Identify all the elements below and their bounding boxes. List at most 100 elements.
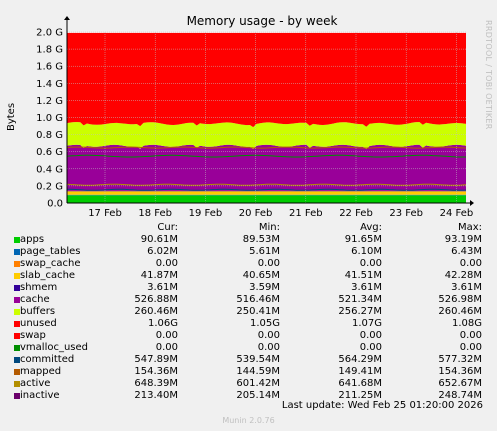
legend-min-value: 250.41M [236, 306, 280, 317]
line-committed [66, 154, 466, 158]
legend-swatch [14, 381, 20, 387]
legend-row-mapped: mapped 154.36M 144.59M 149.41M 154.36M [0, 366, 497, 378]
legend-max-value: 526.98M [438, 294, 482, 305]
legend-max-value: 6.43M [451, 246, 482, 257]
area-buffers [67, 122, 466, 150]
y-tick-label: 1.2 G [36, 96, 63, 107]
legend-avg-value: 211.25M [338, 390, 382, 401]
x-tick-label: 18 Feb [138, 208, 172, 219]
legend-min-value: 3.59M [249, 282, 280, 293]
rrdtool-credit: RRDTOOL / TOBI OETIKER [484, 20, 493, 130]
legend-name: inactive [20, 390, 60, 401]
legend-swatch [14, 345, 20, 351]
legend-cur-value: 154.36M [134, 366, 178, 377]
y-tick-label: 1.0 G [36, 113, 63, 124]
munin-footer: Munin 2.0.76 [222, 416, 275, 425]
header-avg: Avg: [360, 222, 382, 233]
legend-swatch [14, 237, 20, 243]
legend-avg-value: 0.00 [359, 342, 382, 353]
line-mapped [67, 188, 467, 191]
y-axis-arrow [64, 16, 70, 20]
y-axis-label: Bytes [6, 103, 17, 131]
x-tick-label: 17 Feb [88, 208, 122, 219]
legend-max-value: 0.00 [459, 342, 482, 353]
legend-name: active [20, 378, 51, 389]
legend-min-value: 89.53M [242, 234, 280, 245]
area-apps [67, 195, 466, 203]
legend-cur-value: 0.00 [155, 330, 178, 341]
legend-cur-value: 3.61M [147, 282, 178, 293]
legend-swatch [14, 393, 20, 399]
legend-avg-value: 564.29M [338, 354, 382, 365]
x-axis-arrow [470, 200, 474, 206]
legend-cur-value: 1.06G [147, 318, 178, 329]
x-tick-label: 22 Feb [339, 208, 373, 219]
legend-min-value: 40.65M [242, 270, 280, 281]
legend-min-value: 144.59M [236, 366, 280, 377]
legend-max-value: 652.67M [438, 378, 482, 389]
legend-name: vmalloc_used [20, 342, 89, 353]
legend-row-page_tables: page_tables 6.02M 5.61M 6.10M 6.43M [0, 246, 497, 258]
legend-name: swap [20, 330, 46, 341]
area-page_tables [67, 194, 466, 196]
legend-cur-value: 6.02M [147, 246, 178, 257]
legend-cur-value: 90.61M [140, 234, 178, 245]
x-tick-label: 21 Feb [289, 208, 323, 219]
legend-name: slab_cache [20, 270, 76, 281]
legend-name: apps [20, 234, 45, 245]
legend-row-vmalloc_used: vmalloc_used 0.00 0.00 0.00 0.00 [0, 342, 497, 354]
area-unused [67, 32, 466, 128]
legend-cur-value: 547.89M [134, 354, 178, 365]
legend-name: swap_cache [20, 258, 81, 269]
legend-row-shmem: shmem 3.61M 3.59M 3.61M 3.61M [0, 282, 497, 294]
header-cur: Cur: [157, 222, 178, 233]
legend-cur-value: 0.00 [155, 342, 178, 353]
legend-name: cache [20, 294, 50, 305]
legend-avg-value: 256.27M [338, 306, 382, 317]
legend-max-value: 3.61M [451, 282, 482, 293]
x-tick-label: 23 Feb [389, 208, 423, 219]
legend-name: shmem [20, 282, 58, 293]
last-update: Last update: Wed Feb 25 01:20:00 2026 [281, 400, 483, 411]
y-tick-label: 0.6 G [36, 147, 63, 158]
legend-max-value: 42.28M [444, 270, 482, 281]
legend-swatch [14, 285, 20, 291]
legend-row-slab_cache: slab_cache 41.87M 40.65M 41.51M 42.28M [0, 270, 497, 282]
legend-min-value: 0.00 [257, 258, 280, 269]
legend-min-value: 539.54M [236, 354, 280, 365]
chart-svg: 0.0 0.2 G 0.4 G 0.6 G 0.8 G 1.0 G 1.2 G 1.4 G 1.… [6, 14, 474, 219]
legend-name: mapped [20, 366, 62, 377]
legend-avg-value: 521.34M [338, 294, 382, 305]
legend-avg-value: 0.00 [359, 330, 382, 341]
y-tick-label: 0.2 G [36, 181, 63, 192]
y-tick-label: 0.0 [47, 199, 63, 210]
legend-name: buffers [20, 306, 56, 317]
x-tick-label: 20 Feb [239, 208, 273, 219]
legend-min-value: 0.00 [257, 342, 280, 353]
legend-swatch [14, 369, 20, 375]
header-min: Min: [258, 222, 280, 233]
y-tick-label: 1.8 G [36, 45, 63, 56]
chart-title: Memory usage - by week [187, 14, 338, 28]
legend-max-value: 154.36M [438, 366, 482, 377]
legend-row-committed: committed 547.89M 539.54M 564.29M 577.32M [0, 354, 497, 366]
legend-avg-value: 1.07G [351, 318, 382, 329]
legend-name: page_tables [20, 246, 81, 257]
legend-swatch [14, 297, 20, 303]
y-tick-label: 1.6 G [36, 62, 63, 73]
legend-row-swap: swap 0.00 0.00 0.00 0.00 [0, 330, 497, 342]
legend-max-value: 577.32M [438, 354, 482, 365]
legend-min-value: 516.46M [236, 294, 280, 305]
legend-min-value: 5.61M [249, 246, 280, 257]
legend-swatch [14, 309, 20, 315]
legend-min-value: 1.05G [249, 318, 280, 329]
legend-swatch [14, 357, 20, 363]
legend-row-unused: unused 1.06G 1.05G 1.07G 1.08G [0, 318, 497, 330]
legend-avg-value: 0.00 [359, 258, 382, 269]
legend-swatch [14, 321, 20, 327]
legend-max-value: 1.08G [451, 318, 482, 329]
legend-min-value: 205.14M [236, 390, 280, 401]
y-tick-label: 0.4 G [36, 164, 63, 175]
legend-max-value: 93.19M [444, 234, 482, 245]
